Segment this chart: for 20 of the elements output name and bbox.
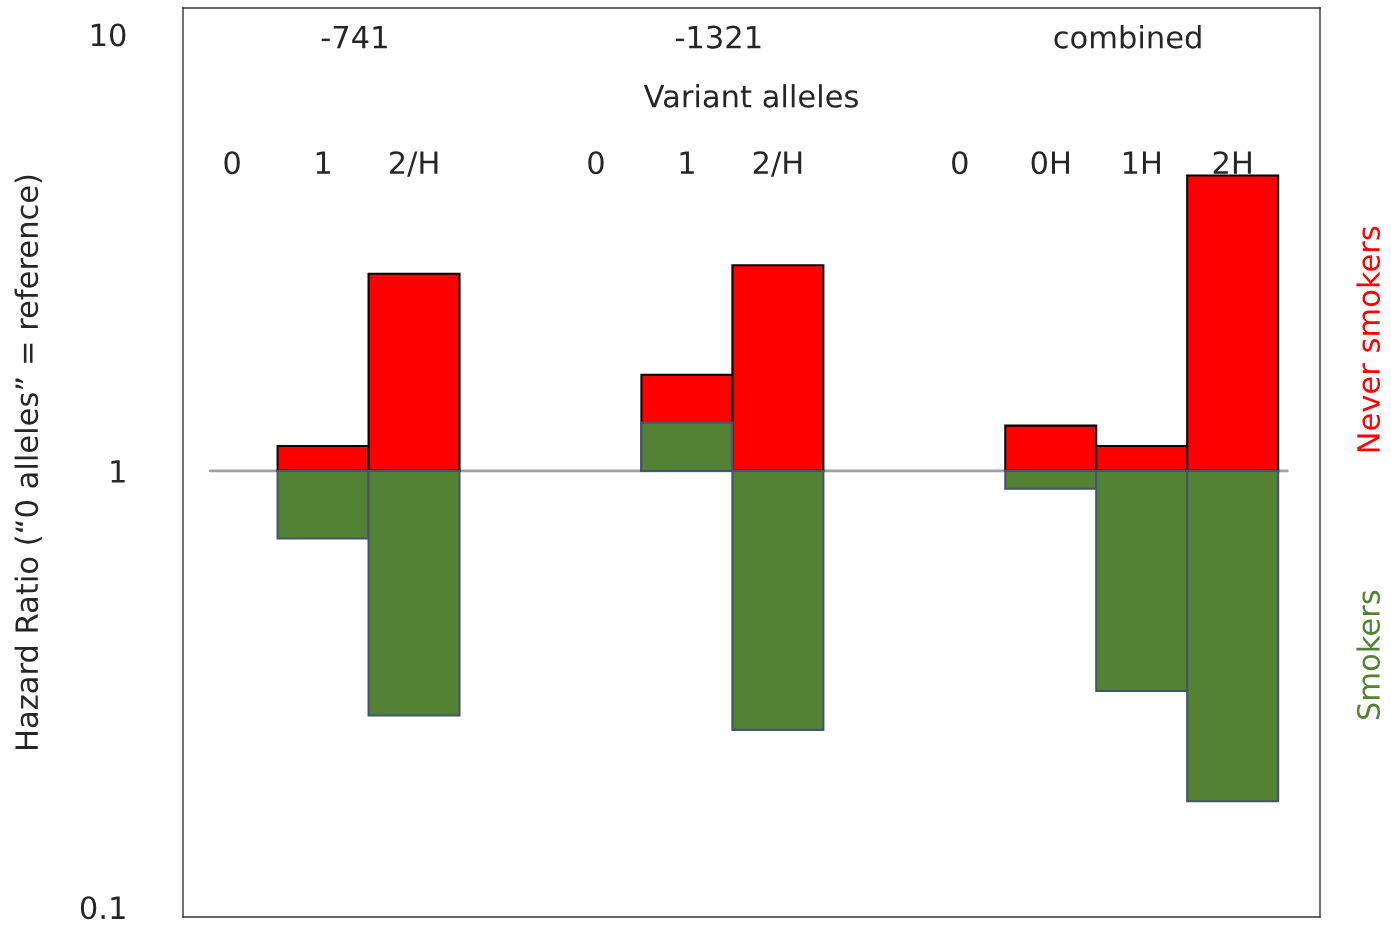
y-tick-label: 1 <box>111 460 125 483</box>
x-tick-label: 1H <box>1123 151 1160 174</box>
x-tick-label: 1 <box>316 151 330 174</box>
text: Never smokers <box>1356 226 1381 452</box>
x-tick-label: 0 <box>952 151 968 175</box>
text: Smokers <box>1356 590 1381 720</box>
x-axis-title: Variant alleles <box>643 84 858 108</box>
y-tick-label: 0.1 <box>80 896 125 920</box>
x-tick-label: 0 <box>224 151 240 175</box>
y-axis-title: Hazard Ratio (“0 alleles” = reference) <box>14 175 42 750</box>
y-tick-label: 10 <box>91 23 126 47</box>
x-tick-label: 1 <box>680 151 694 174</box>
annotation: -741 <box>321 25 387 49</box>
annotation: -1321 <box>675 25 761 49</box>
x-tick-label: 2/H <box>753 151 802 177</box>
x-tick-label: 0 <box>588 151 604 175</box>
annotation: combined <box>1054 25 1201 49</box>
x-tick-label: 0H <box>1031 151 1069 175</box>
x-tick-label: 2H <box>1213 151 1251 174</box>
x-tick-label: 2/H <box>389 151 438 177</box>
